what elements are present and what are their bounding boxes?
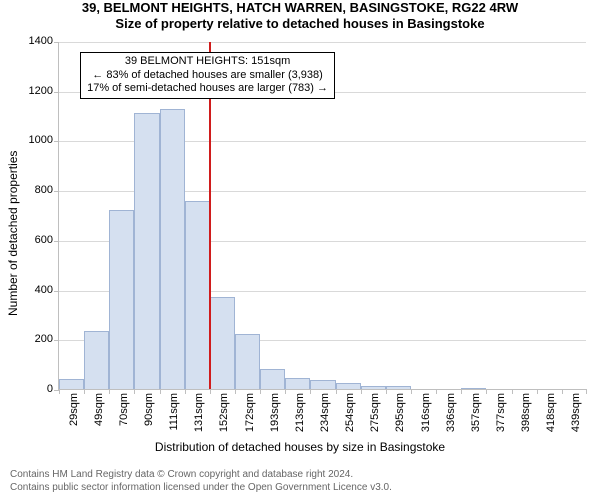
xtick-mark <box>185 389 186 394</box>
histogram-bar <box>285 378 310 389</box>
xtick-mark <box>260 389 261 394</box>
xtick-label: 131sqm <box>193 393 205 432</box>
copyright-line1: Contains HM Land Registry data © Crown c… <box>10 469 392 482</box>
xtick-label: 336sqm <box>445 393 457 432</box>
xtick-label: 234sqm <box>319 393 331 432</box>
xtick-mark <box>461 389 462 394</box>
annotation-line-2: ← 83% of detached houses are smaller (3,… <box>87 69 328 83</box>
histogram-bar <box>310 380 335 389</box>
xtick-mark <box>512 389 513 394</box>
xtick-mark <box>285 389 286 394</box>
xtick-label: 398sqm <box>520 393 532 432</box>
xtick-label: 29sqm <box>68 393 80 426</box>
ytick-mark <box>54 141 59 142</box>
histogram-bar <box>386 386 411 389</box>
xtick-mark <box>210 389 211 394</box>
ytick-label: 800 <box>35 184 53 196</box>
xtick-label: 213sqm <box>294 393 306 432</box>
ytick-label: 0 <box>47 383 53 395</box>
histogram-bar <box>461 388 486 389</box>
y-axis-label: Number of detached properties <box>6 151 20 316</box>
xtick-mark <box>160 389 161 394</box>
histogram-bar <box>109 210 134 389</box>
xtick-label: 152sqm <box>218 393 230 432</box>
annotation-line-3: 17% of semi-detached houses are larger (… <box>87 82 328 96</box>
copyright-block: Contains HM Land Registry data © Crown c… <box>10 469 392 494</box>
xtick-mark <box>109 389 110 394</box>
xtick-mark <box>486 389 487 394</box>
histogram-bar <box>336 383 361 389</box>
histogram-bar <box>260 369 285 389</box>
histogram-bar <box>59 379 84 389</box>
plot-area: 020040060080010001200140029sqm49sqm70sqm… <box>58 42 586 390</box>
xtick-mark <box>59 389 60 394</box>
xtick-mark <box>436 389 437 394</box>
xtick-label: 377sqm <box>495 393 507 432</box>
xtick-label: 172sqm <box>244 393 256 432</box>
histogram-bar <box>361 386 386 389</box>
ytick-mark <box>54 92 59 93</box>
xtick-label: 49sqm <box>93 393 105 426</box>
ytick-mark <box>54 42 59 43</box>
ytick-mark <box>54 291 59 292</box>
x-axis-label: Distribution of detached houses by size … <box>0 440 600 454</box>
xtick-mark <box>386 389 387 394</box>
gridline <box>59 42 586 43</box>
histogram-bar <box>185 201 210 389</box>
xtick-label: 439sqm <box>570 393 582 432</box>
xtick-mark <box>235 389 236 394</box>
xtick-mark <box>134 389 135 394</box>
ytick-mark <box>54 241 59 242</box>
xtick-label: 316sqm <box>420 393 432 432</box>
ytick-label: 1200 <box>29 85 53 97</box>
xtick-label: 254sqm <box>344 393 356 432</box>
xtick-mark <box>361 389 362 394</box>
xtick-label: 295sqm <box>394 393 406 432</box>
histogram-bar <box>235 334 260 389</box>
xtick-mark <box>336 389 337 394</box>
xtick-mark <box>562 389 563 394</box>
copyright-line2: Contains public sector information licen… <box>10 482 392 495</box>
annotation-line-1: 39 BELMONT HEIGHTS: 151sqm <box>87 55 328 69</box>
xtick-label: 193sqm <box>269 393 281 432</box>
histogram-bar <box>160 109 185 389</box>
ytick-mark <box>54 340 59 341</box>
xtick-label: 90sqm <box>143 393 155 426</box>
ytick-mark <box>54 191 59 192</box>
ytick-label: 1400 <box>29 35 53 47</box>
xtick-mark <box>586 389 587 394</box>
xtick-label: 111sqm <box>168 393 180 431</box>
xtick-mark <box>84 389 85 394</box>
xtick-label: 275sqm <box>369 393 381 432</box>
histogram-bar <box>84 331 109 389</box>
xtick-label: 357sqm <box>470 393 482 432</box>
annotation-box: 39 BELMONT HEIGHTS: 151sqm← 83% of detac… <box>80 52 335 99</box>
xtick-mark <box>310 389 311 394</box>
histogram-bar <box>134 113 159 389</box>
chart-title-line1: 39, BELMONT HEIGHTS, HATCH WARREN, BASIN… <box>0 0 600 16</box>
xtick-mark <box>537 389 538 394</box>
ytick-label: 600 <box>35 234 53 246</box>
xtick-mark <box>411 389 412 394</box>
xtick-label: 70sqm <box>118 393 130 426</box>
ytick-label: 400 <box>35 284 53 296</box>
chart-title-line2: Size of property relative to detached ho… <box>0 16 600 32</box>
xtick-label: 418sqm <box>545 393 557 432</box>
histogram-bar <box>210 297 235 389</box>
ytick-label: 200 <box>35 333 53 345</box>
ytick-label: 1000 <box>29 134 53 146</box>
